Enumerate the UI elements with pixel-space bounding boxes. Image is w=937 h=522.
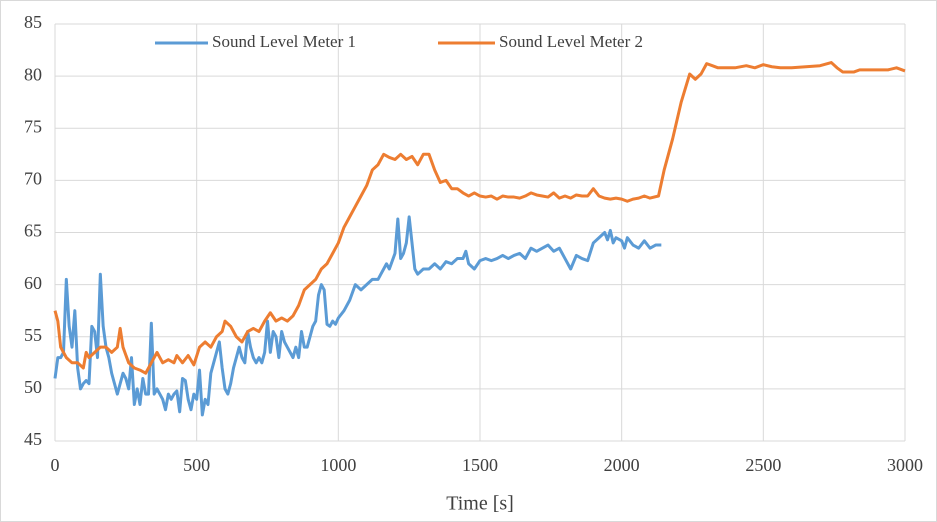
y-tick-label: 50: [24, 377, 42, 397]
x-tick-label: 3000: [887, 455, 923, 475]
series-line: [53, 61, 906, 375]
x-tick-label: 1000: [320, 455, 356, 475]
x-tick-label: 1500: [462, 455, 498, 475]
y-tick-label: 70: [24, 169, 42, 189]
y-tick-label: 55: [24, 325, 42, 345]
x-tick-label: 2000: [604, 455, 640, 475]
legend-label: Sound Level Meter 1: [212, 32, 356, 51]
series-line: [53, 215, 662, 417]
y-tick-label: 75: [24, 116, 42, 136]
x-tick-label: 2500: [745, 455, 781, 475]
x-axis-label: Time [s]: [446, 493, 514, 515]
y-tick-label: 85: [24, 12, 42, 32]
y-tick-label: 80: [24, 64, 42, 84]
y-tick-label: 45: [24, 429, 42, 449]
legend-label: Sound Level Meter 2: [499, 32, 643, 51]
x-tick-label: 0: [51, 455, 60, 475]
y-tick-label: 60: [24, 273, 42, 293]
x-tick-label: 500: [183, 455, 210, 475]
y-tick-label: 65: [24, 221, 42, 241]
